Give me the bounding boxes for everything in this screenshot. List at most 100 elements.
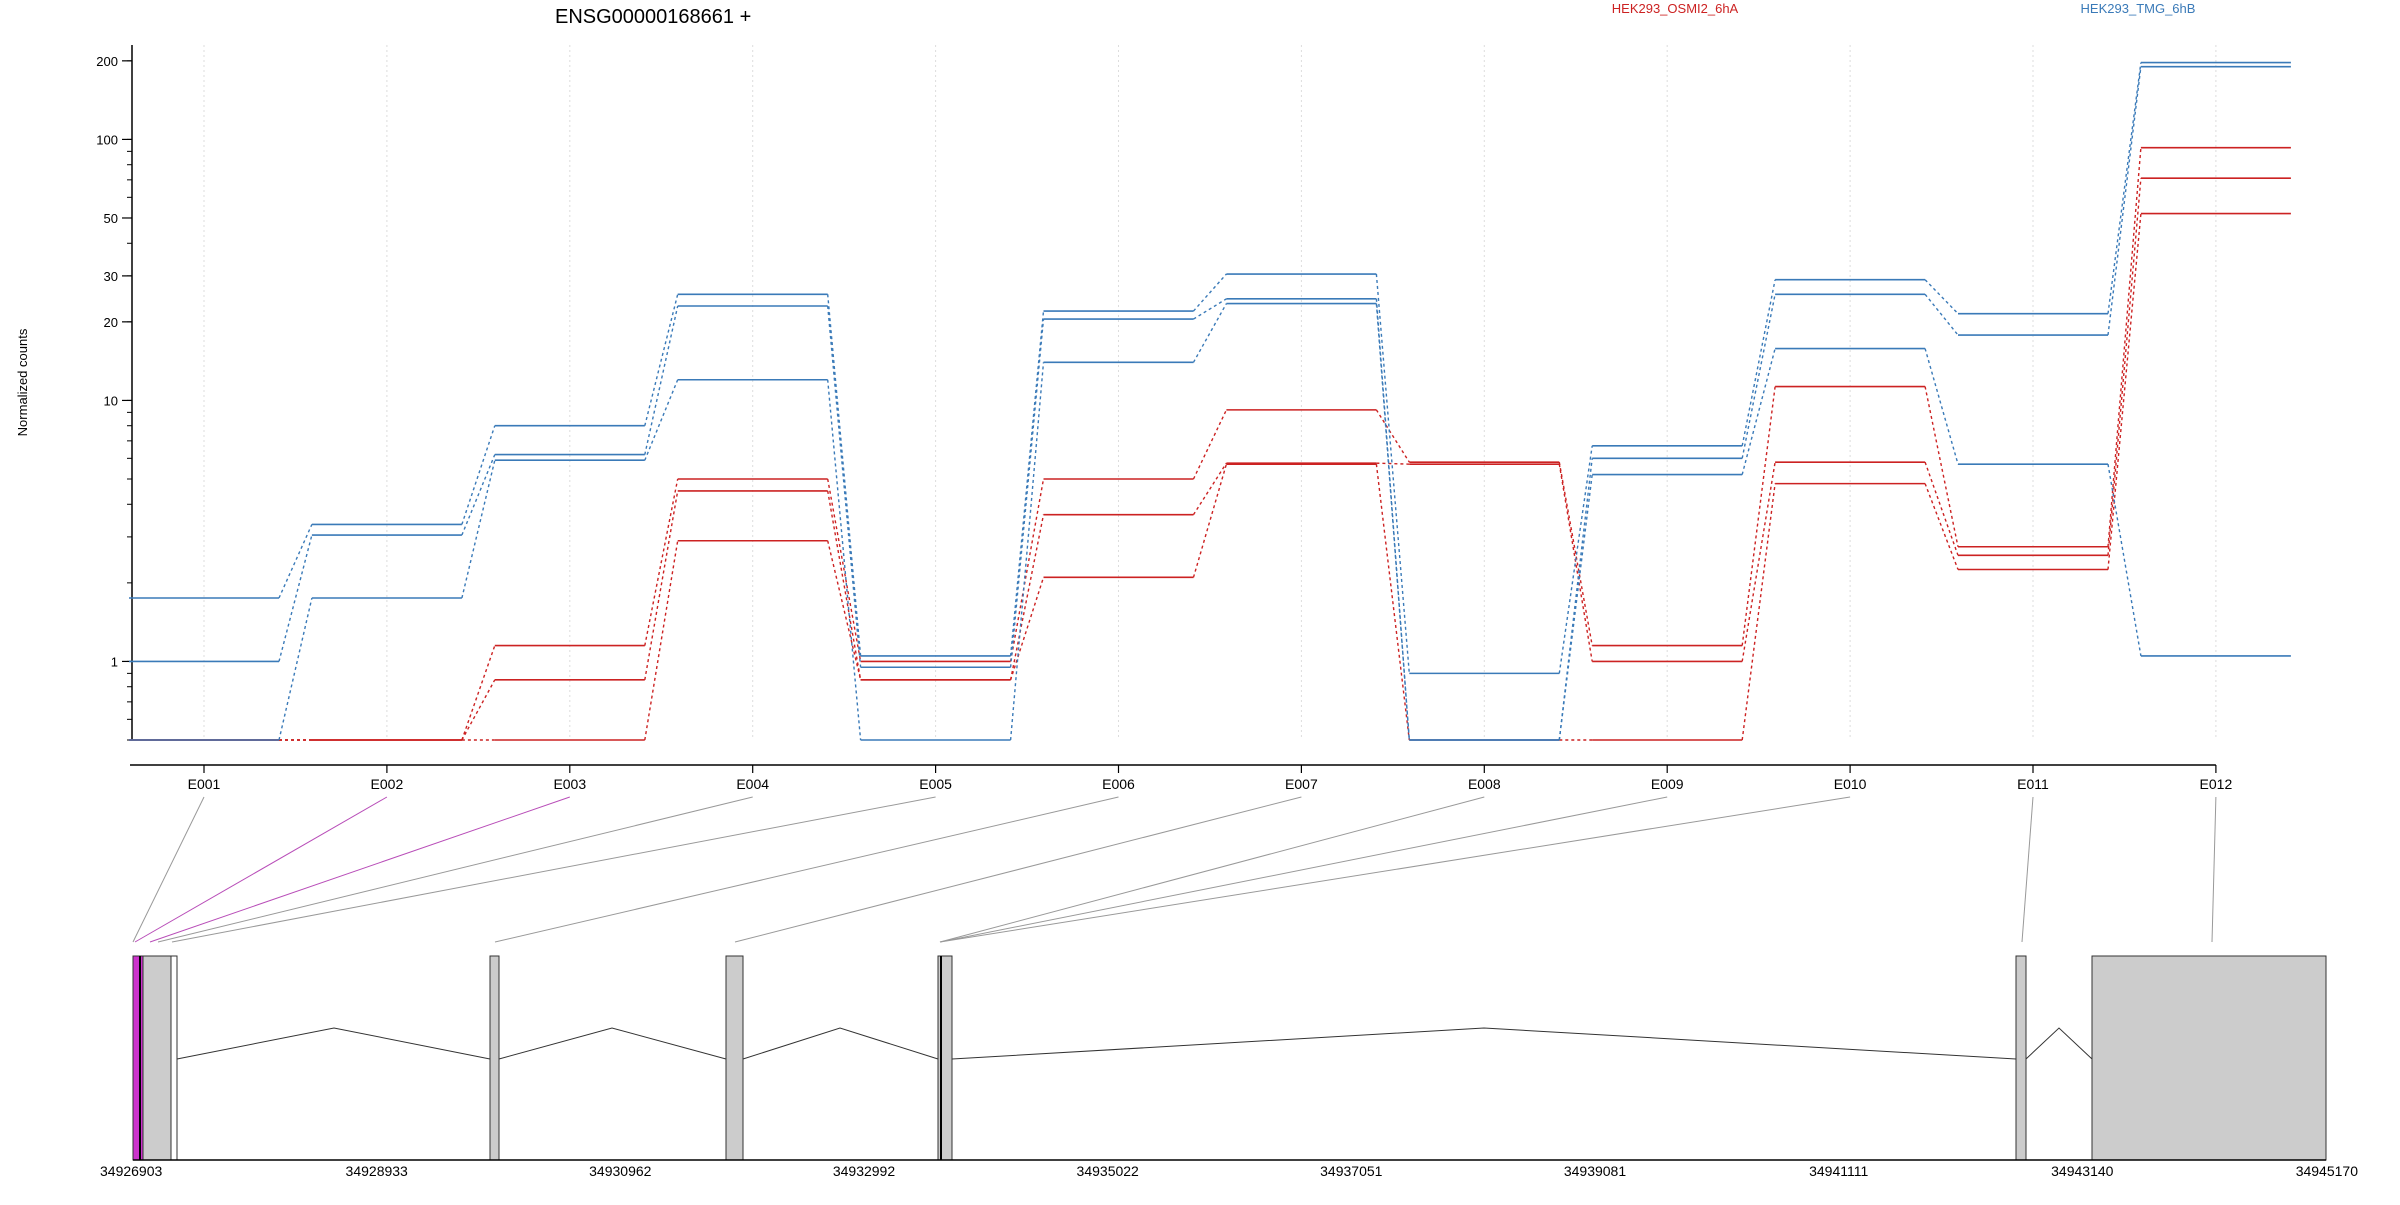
bin-connector-E007 — [734, 796, 1302, 943]
series-1-connector — [1376, 462, 1410, 465]
series-0-connector — [644, 478, 679, 646]
bin-connector-E003 — [149, 796, 570, 943]
series-5-connector — [1741, 348, 1776, 475]
bin-connector-E006 — [494, 796, 1119, 943]
series-3-connector — [1375, 273, 1410, 674]
intron-5 — [2025, 1027, 2093, 1060]
bin-label-E012: E012 — [2200, 776, 2233, 792]
gene-model — [132, 955, 2327, 1161]
genomic-tick-label-7: 34941111 — [1809, 1163, 1868, 1179]
series-3-connector — [1924, 279, 1959, 315]
series-4-connector — [644, 305, 679, 455]
series-2-connector — [1375, 464, 1410, 741]
bin-label-E006: E006 — [1102, 776, 1135, 792]
bin-connector-E005 — [171, 796, 936, 943]
legend-entry-1: HEK293_TMG_6hB — [2081, 1, 2196, 16]
genomic-tick-label-8: 34943140 — [2051, 1163, 2114, 1179]
bin-connector-E001 — [132, 796, 205, 943]
series-3-connector — [278, 524, 313, 599]
intron-3 — [742, 1027, 939, 1060]
y-tick-label-10: 10 — [104, 393, 118, 408]
series-3 — [129, 61, 2291, 675]
series-5-connector — [1009, 362, 1045, 741]
bin-label-E009: E009 — [1651, 776, 1684, 792]
series-2-connector — [2107, 213, 2142, 570]
series-3-connector — [1009, 310, 1045, 656]
series-3-connector — [461, 425, 496, 525]
bin-connector-E008 — [939, 796, 1485, 943]
series-2-connector — [1741, 483, 1776, 741]
exon-3 — [170, 955, 178, 1161]
intron-2 — [498, 1027, 727, 1060]
series-0-connector — [1375, 409, 1410, 463]
series-2-connector — [1924, 483, 1959, 570]
series-3-connector — [827, 294, 862, 656]
genomic-tick-label-9: 34945170 — [2296, 1163, 2359, 1179]
series-1-connector — [461, 679, 496, 741]
y-tick-label-200: 200 — [96, 54, 118, 69]
series-2-connector — [644, 540, 679, 741]
series-1-connector — [1741, 462, 1776, 662]
series-4-connector — [1558, 458, 1593, 741]
genomic-tick-label-2: 34930962 — [589, 1163, 652, 1179]
series-0-connector — [827, 478, 862, 662]
series-0-connector — [2107, 147, 2142, 547]
bin-connector-E009 — [939, 796, 1668, 943]
bin-label-E001: E001 — [188, 776, 221, 792]
y-tick-label-100: 100 — [96, 132, 118, 147]
series-4-connector — [1009, 318, 1045, 668]
series-4-connector — [1924, 293, 1959, 336]
genomic-tick-label-1: 34928933 — [346, 1163, 409, 1179]
bin-label-E010: E010 — [1834, 776, 1867, 792]
bin-connector-E002 — [134, 796, 388, 943]
exon-5 — [725, 955, 744, 1161]
series-4 — [129, 65, 2291, 741]
genomic-tick-label-5: 34937051 — [1320, 1163, 1383, 1179]
series-1-connector — [827, 490, 862, 680]
bin-label-E007: E007 — [1285, 776, 1318, 792]
series-4-connector — [461, 454, 496, 536]
series-5-connector — [1558, 474, 1593, 741]
series-1-connector — [644, 490, 679, 680]
y-tick-label-1: 1 — [111, 654, 118, 669]
series-5-connector — [827, 379, 862, 741]
intron-1 — [176, 1027, 491, 1060]
genomic-tick-label-0: 34926903 — [100, 1163, 163, 1179]
bin-label-E005: E005 — [919, 776, 952, 792]
series-0-connector — [461, 645, 496, 741]
series-1-connector — [1009, 514, 1045, 680]
series-5-connector — [1924, 348, 1959, 465]
series-2-connector — [1192, 463, 1228, 578]
series-4-connector — [1193, 298, 1227, 320]
chart-title: ENSG00000168661 + — [555, 6, 751, 28]
bin-label-E002: E002 — [371, 776, 404, 792]
bin-connector-E012 — [2211, 796, 2217, 943]
series-4-connector — [1741, 294, 1776, 459]
series-5-connector — [1192, 303, 1228, 363]
series-1-connector — [1558, 464, 1593, 662]
series-1 — [129, 177, 2291, 741]
series-5-connector — [278, 597, 313, 741]
intron-4 — [951, 1027, 2017, 1060]
series-0-connector — [1558, 462, 1593, 646]
series-0-connector — [1924, 386, 1959, 547]
bin-connector-E010 — [939, 796, 1851, 943]
series-3-connector — [1558, 445, 1593, 674]
exon-1 — [132, 955, 144, 1161]
genomic-tick-label-3: 34932992 — [833, 1163, 896, 1179]
y-axis-label: Normalized counts — [15, 328, 30, 436]
y-tick-label-30: 30 — [104, 269, 118, 284]
series-0-connector — [1192, 409, 1228, 480]
legend-entry-0: HEK293_OSMI2_6hA — [1612, 1, 1739, 16]
series-0 — [129, 146, 2291, 741]
bin-label-E003: E003 — [553, 776, 586, 792]
series-4-connector — [2107, 66, 2142, 336]
series-4-connector — [278, 534, 313, 662]
series-0-connector — [1009, 478, 1045, 662]
series-1-connector — [1192, 462, 1227, 516]
genomic-tick-label-6: 34939081 — [1564, 1163, 1627, 1179]
exon-7 — [2015, 955, 2027, 1161]
bin-connector-E004 — [157, 796, 753, 943]
